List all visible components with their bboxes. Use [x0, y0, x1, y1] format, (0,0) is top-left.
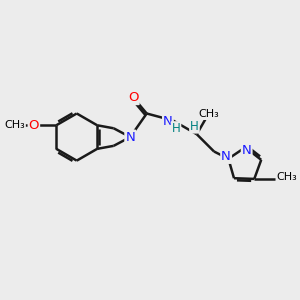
Text: N: N	[221, 150, 231, 163]
Text: CH₃: CH₃	[276, 172, 297, 182]
Text: H: H	[172, 122, 180, 135]
Text: O: O	[28, 119, 39, 132]
Text: N: N	[242, 144, 251, 157]
Text: N: N	[163, 115, 173, 128]
Text: N: N	[125, 130, 135, 144]
Text: O: O	[128, 91, 139, 104]
Text: H: H	[190, 120, 199, 133]
Text: CH₃: CH₃	[199, 109, 219, 119]
Text: CH₃: CH₃	[4, 120, 25, 130]
